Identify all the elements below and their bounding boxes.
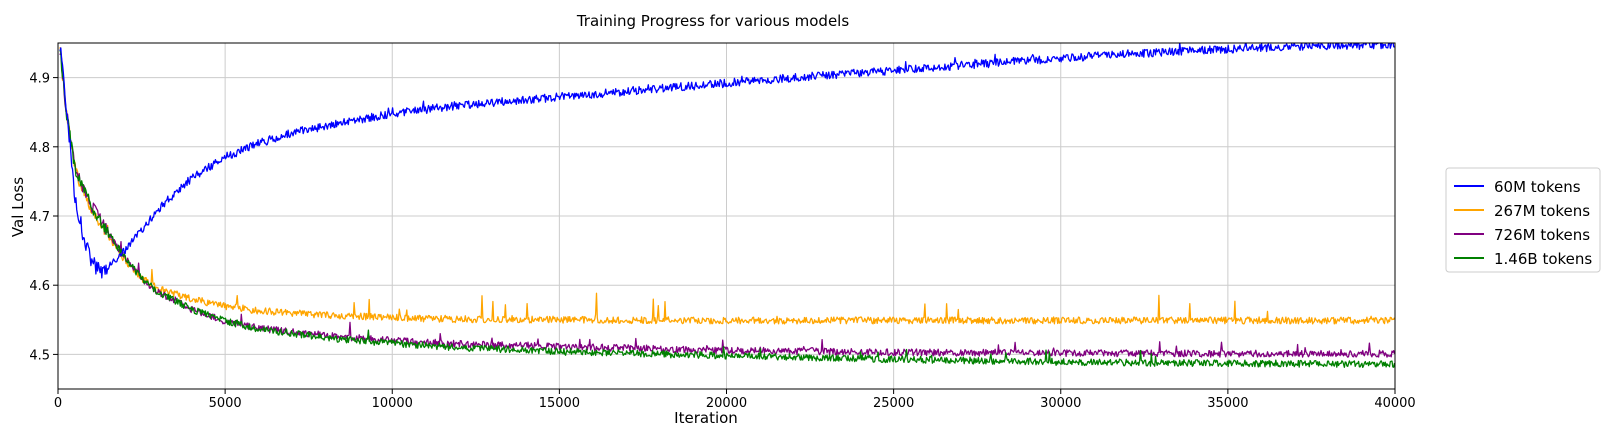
chart-title: Training Progress for various models bbox=[576, 12, 850, 30]
x-tick-label: 20000 bbox=[706, 396, 747, 411]
series-line-0 bbox=[59, 43, 1395, 279]
y-tick-label: 4.8 bbox=[29, 141, 50, 156]
x-tick-label: 40000 bbox=[1374, 396, 1415, 411]
legend: 60M tokens 267M tokens 726M tokens 1.46B to… bbox=[1445, 167, 1601, 273]
grid bbox=[57, 43, 1396, 389]
x-tick-label: 30000 bbox=[1040, 396, 1081, 411]
x-tick-label: 15000 bbox=[539, 396, 580, 411]
y-axis-label: Val Loss bbox=[9, 177, 27, 237]
x-tick-label: 35000 bbox=[1207, 396, 1248, 411]
x-tick-label: 25000 bbox=[873, 396, 914, 411]
legend-label: 726M tokens bbox=[1494, 226, 1590, 244]
x-axis-label: Iteration bbox=[674, 409, 738, 427]
legend-frame bbox=[1445, 167, 1601, 273]
x-tick-label: 0 bbox=[54, 396, 62, 411]
y-tick-label: 4.9 bbox=[29, 72, 50, 87]
legend-label: 60M tokens bbox=[1494, 178, 1581, 196]
y-tick-label: 4.5 bbox=[29, 348, 50, 363]
y-axis-ticks: 4.5 4.6 4.7 4.8 4.9 bbox=[29, 72, 58, 363]
x-axis-ticks: 0 5000 10000 15000 20000 25000 30000 35000 40000 bbox=[54, 389, 1416, 411]
series-lines bbox=[59, 43, 1395, 369]
series-line-1 bbox=[59, 47, 1395, 325]
x-tick-label: 5000 bbox=[209, 396, 242, 411]
y-tick-label: 4.7 bbox=[29, 210, 50, 225]
legend-label: 267M tokens bbox=[1494, 202, 1590, 220]
y-tick-label: 4.6 bbox=[29, 279, 50, 294]
legend-label: 1.46B tokens bbox=[1494, 250, 1592, 268]
series-line-3 bbox=[59, 50, 1395, 369]
x-tick-label: 10000 bbox=[372, 396, 413, 411]
